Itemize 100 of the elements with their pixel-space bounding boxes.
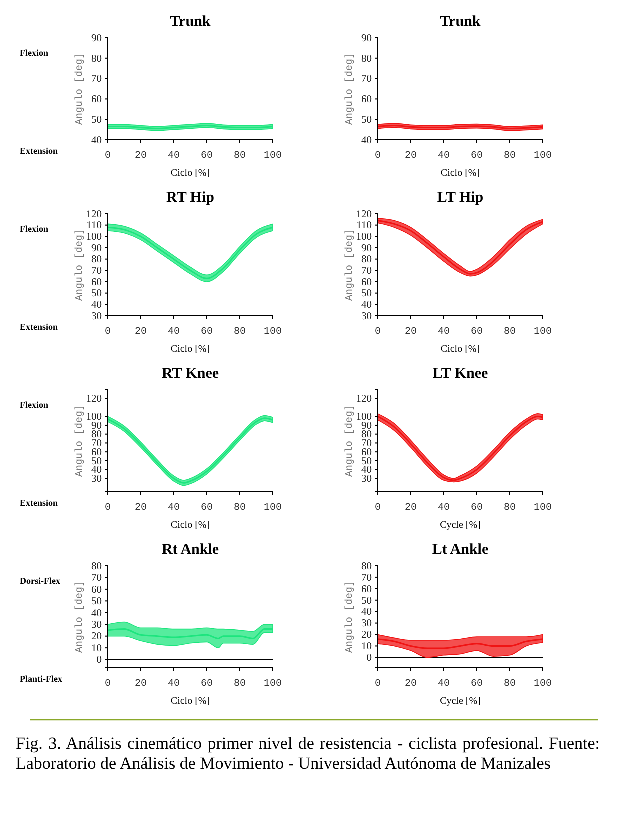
y-tick-label: 80 xyxy=(362,54,372,65)
y-axis-title: Angulo [deg] xyxy=(344,580,356,654)
y-tick-label: 90 xyxy=(362,33,372,44)
y-tick-label: 100 xyxy=(356,412,372,423)
y-tick-label: 80 xyxy=(362,254,372,266)
chart-title: RT Hip xyxy=(166,190,214,206)
y-tick-label: 70 xyxy=(92,438,102,450)
y-tick-label: 70 xyxy=(362,74,372,86)
x-tick-label: 20 xyxy=(404,503,418,514)
chart-title: Trunk xyxy=(440,14,482,30)
y-axis-title: Angulo [deg] xyxy=(74,52,86,126)
x-tick-label: 0 xyxy=(374,503,382,514)
chart-title: Rt Ankle xyxy=(162,542,220,558)
y-tick-label: 70 xyxy=(362,438,372,450)
y-tick-label: 50 xyxy=(362,114,372,126)
x-axis-title: Ciclo [%] xyxy=(440,344,480,355)
y-tick-label: 30 xyxy=(362,311,372,322)
x-tick-label: 100 xyxy=(264,327,282,338)
y-tick-label: 80 xyxy=(92,254,102,266)
y-axis-title: Angulo [deg] xyxy=(344,52,356,126)
y-tick-label: 30 xyxy=(362,618,372,630)
text: Flexion xyxy=(20,224,48,234)
text: Extension xyxy=(20,498,58,508)
y-tick-label: 50 xyxy=(92,456,102,468)
x-tick-label: 80 xyxy=(234,503,246,514)
x-tick-label: 60 xyxy=(470,503,484,514)
x-axis-title: Cycle [%] xyxy=(440,696,481,707)
x-tick-label: 40 xyxy=(168,327,180,338)
y-tick-label: 50 xyxy=(92,114,102,126)
y-tick-label: 50 xyxy=(362,596,372,607)
y-tick-label: 100 xyxy=(86,232,102,244)
y-tick-label: 90 xyxy=(362,420,372,432)
chart-title: RT Knee xyxy=(162,366,220,382)
y-tick-label: 70 xyxy=(92,266,102,278)
y-tick-label: 60 xyxy=(92,584,102,596)
y-tick-label: 120 xyxy=(86,209,102,220)
x-axis-title: Ciclo [%] xyxy=(170,168,210,179)
y-tick-label: 10 xyxy=(362,642,372,653)
x-tick-label: 40 xyxy=(438,327,450,338)
y-tick-label: 40 xyxy=(362,465,372,476)
y-tick-label: 80 xyxy=(92,430,102,441)
y-tick-label: 60 xyxy=(92,447,102,458)
y-tick-label: 40 xyxy=(362,135,372,146)
y-axis-title: Angulo [deg] xyxy=(344,228,356,302)
x-axis-title: Ciclo [%] xyxy=(170,344,210,355)
y-tick-label: 40 xyxy=(92,300,102,312)
y-tick-label: 0 xyxy=(96,655,102,666)
y-tick-label: 80 xyxy=(362,561,372,572)
y-tick-label: 40 xyxy=(362,607,372,618)
text: Flexion xyxy=(20,48,48,58)
y-tick-label: 40 xyxy=(92,465,102,476)
x-axis-title: Ciclo [%] xyxy=(170,696,210,707)
x-tick-label: 60 xyxy=(470,151,484,162)
x-tick-label: 20 xyxy=(404,327,418,338)
chart-title: LT Knee xyxy=(432,366,489,382)
y-tick-label: 50 xyxy=(362,456,372,468)
text: Dorsi-Flex xyxy=(20,576,61,586)
x-tick-label: 20 xyxy=(404,679,418,690)
x-tick-label: 100 xyxy=(534,327,552,338)
y-tick-label: 120 xyxy=(356,209,372,220)
x-tick-label: 60 xyxy=(470,679,484,690)
y-tick-label: 90 xyxy=(362,243,372,254)
y-tick-label: 110 xyxy=(86,220,102,232)
x-tick-label: 60 xyxy=(200,503,214,514)
x-tick-label: 20 xyxy=(404,151,418,162)
y-tick-label: 110 xyxy=(356,220,372,232)
y-tick-label: 10 xyxy=(92,643,102,654)
x-tick-label: 0 xyxy=(104,151,112,162)
y-tick-label: 30 xyxy=(92,311,102,322)
x-tick-label: 100 xyxy=(264,151,282,162)
y-tick-label: 90 xyxy=(92,243,102,254)
y-tick-label: 20 xyxy=(92,632,102,643)
x-tick-label: 40 xyxy=(438,151,450,162)
x-tick-label: 80 xyxy=(504,327,516,338)
y-tick-label: 50 xyxy=(362,288,372,300)
x-tick-label: 80 xyxy=(234,679,246,690)
x-tick-label: 60 xyxy=(200,679,214,690)
y-tick-label: 90 xyxy=(92,420,102,432)
y-tick-label: 100 xyxy=(86,412,102,423)
x-axis-title: Ciclo [%] xyxy=(170,520,210,531)
x-tick-label: 20 xyxy=(134,327,148,338)
chart-title: Lt Ankle xyxy=(432,542,489,558)
text: Planti-Flex xyxy=(20,674,63,684)
x-tick-label: 40 xyxy=(438,679,450,690)
x-axis-title: Ciclo [%] xyxy=(440,168,480,179)
y-tick-label: 70 xyxy=(362,266,372,278)
y-tick-label: 60 xyxy=(92,277,102,288)
y-axis-title: Angulo [deg] xyxy=(74,404,86,478)
y-tick-label: 40 xyxy=(92,608,102,620)
x-tick-label: 100 xyxy=(534,679,552,690)
y-tick-label: 80 xyxy=(92,54,102,65)
x-tick-label: 100 xyxy=(264,679,282,690)
y-tick-label: 60 xyxy=(362,584,372,596)
y-tick-label: 50 xyxy=(92,288,102,300)
y-tick-label: 30 xyxy=(362,474,372,486)
x-tick-label: 0 xyxy=(104,327,112,338)
caption: Fig. 3. Análisis cinemático primer nivel de resistencia - ciclista profesional. Fuente: Laboratorio de Análisis de Movimiento - Universidad Autónoma de Manizales xyxy=(15,733,601,774)
x-tick-label: 40 xyxy=(438,503,450,514)
x-tick-label: 20 xyxy=(134,679,148,690)
x-tick-label: 80 xyxy=(504,151,516,162)
